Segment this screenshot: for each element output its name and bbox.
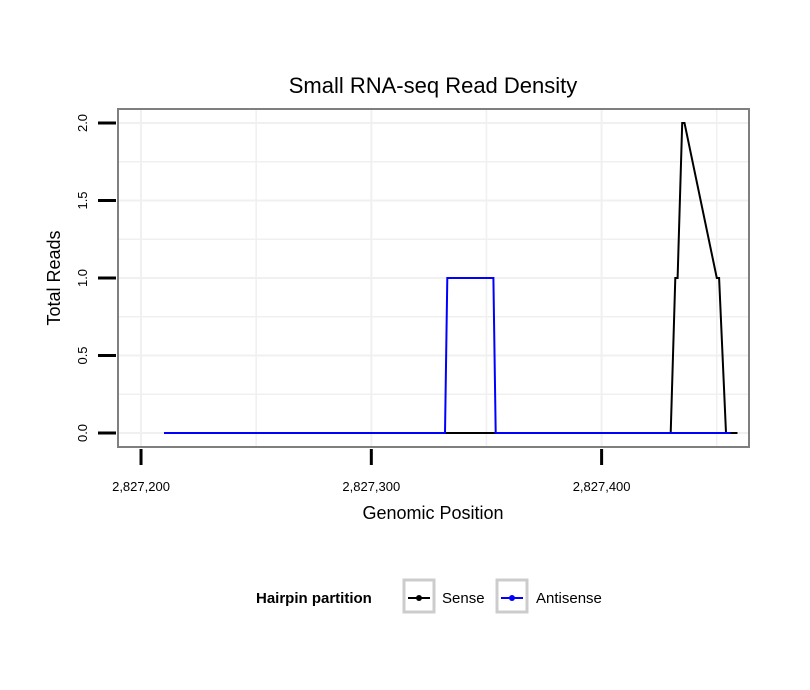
- x-axis-title: Genomic Position: [362, 503, 503, 523]
- grid: [118, 109, 749, 447]
- legend-key-sense: [402, 578, 436, 614]
- y-tick-label: 2.0: [75, 114, 90, 132]
- plot-panel-border: [117, 108, 750, 448]
- legend-title: Hairpin partition: [256, 590, 372, 607]
- series-layer: [164, 122, 738, 434]
- y-axis-title: Total Reads: [44, 230, 64, 325]
- x-axis: 2,827,200 2,827,300 2,827,400: [112, 449, 631, 494]
- legend: Hairpin partition Sense Antisense: [256, 578, 602, 614]
- x-tick-label: 2,827,400: [573, 479, 631, 494]
- x-tick-label: 2,827,300: [342, 479, 400, 494]
- legend-label-sense: Sense: [442, 590, 485, 607]
- chart-title: Small RNA-seq Read Density: [289, 73, 578, 98]
- legend-key-antisense-point: [509, 595, 515, 601]
- legend-key-sense-point: [416, 595, 422, 601]
- legend-label-antisense: Antisense: [536, 590, 602, 607]
- y-axis: 0.0 0.5 1.0 1.5 2.0: [75, 114, 116, 442]
- legend-item-antisense: Antisense: [495, 578, 602, 614]
- y-tick-label: 1.0: [75, 269, 90, 287]
- y-tick-label: 1.5: [75, 191, 90, 209]
- legend-item-sense: Sense: [402, 578, 485, 614]
- y-tick-label: 0.0: [75, 424, 90, 442]
- y-tick-label: 0.5: [75, 346, 90, 364]
- series-line-antisense: [164, 277, 731, 434]
- x-tick-label: 2,827,200: [112, 479, 170, 494]
